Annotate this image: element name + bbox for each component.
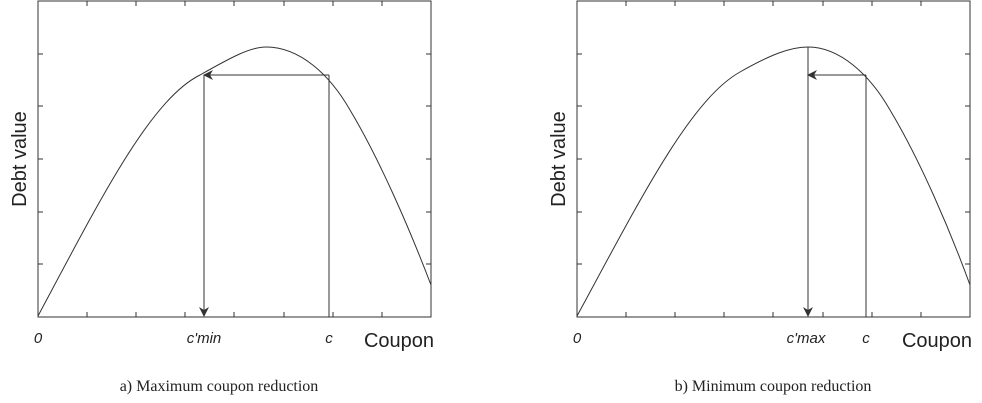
panel-b-caption: b) Minimum coupon reduction <box>675 378 872 395</box>
panel-b-origin-label: 0 <box>573 330 582 347</box>
panel-b: Debt value 0 c'max c Coupon b) Minimum c… <box>548 0 972 395</box>
panel-a: Debt value 0 c'min c Coupon a) Maximum c… <box>9 0 434 395</box>
panel-a-origin-label: 0 <box>34 330 43 347</box>
panel-a-y-axis-label: Debt value <box>9 111 31 207</box>
panel-b-x-axis-label: Coupon <box>902 330 972 352</box>
panel-a-caption: a) Maximum coupon reduction <box>120 378 319 395</box>
panel-b-x-ticks <box>625 1 922 317</box>
panel-a-x-ticks <box>86 1 383 317</box>
panel-a-reduced-coupon-label: c'min <box>187 330 222 347</box>
panel-a-coupon-label: c <box>325 330 333 347</box>
panel-a-x-axis-label: Coupon <box>364 330 434 352</box>
panel-b-plot-frame <box>576 0 971 318</box>
panel-b-reduced-coupon-label: c'max <box>787 330 826 347</box>
panel-b-debt-value-curve <box>576 46 971 317</box>
panel-a-y-ticks <box>38 53 431 265</box>
panel-b-coupon-label: c <box>862 330 870 347</box>
panel-b-y-axis-label: Debt value <box>548 111 570 207</box>
panel-b-y-ticks <box>577 53 970 265</box>
panel-a-debt-value-curve <box>37 46 432 317</box>
panel-a-plot-frame <box>37 0 432 318</box>
